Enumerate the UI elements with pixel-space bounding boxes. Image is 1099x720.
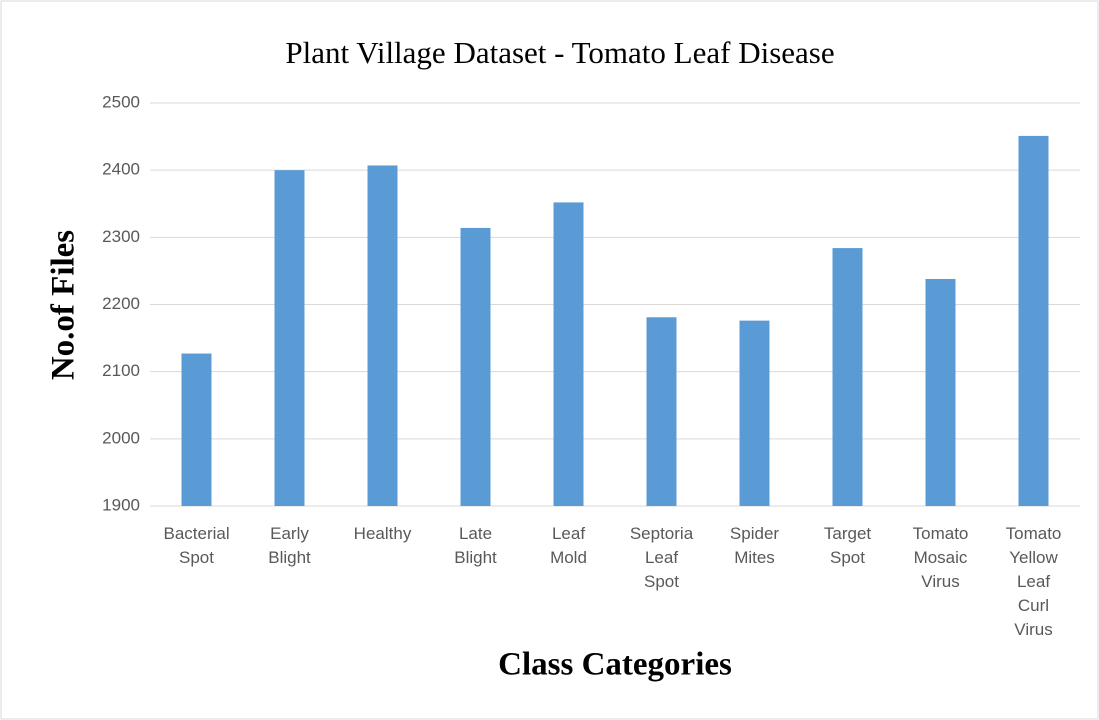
x-tick-label: Late Blight — [454, 524, 497, 567]
y-tick-label: 2500 — [102, 92, 140, 111]
bar — [646, 317, 677, 506]
y-tick-label: 2300 — [102, 227, 140, 246]
bar — [553, 202, 584, 506]
y-tick-label: 2200 — [102, 294, 140, 313]
bar — [460, 227, 491, 506]
x-tick-label: Target Spot — [823, 524, 872, 567]
chart-title: Plant Village Dataset - Tomato Leaf Dise… — [285, 35, 834, 70]
y-axis-title: No.of Files — [46, 230, 82, 380]
bar — [181, 353, 212, 506]
x-tick-label: Early Blight — [268, 524, 311, 567]
bar — [925, 278, 956, 506]
x-tick-label: Healthy — [353, 524, 412, 543]
bar — [832, 248, 863, 506]
bar — [1018, 135, 1049, 506]
bar — [367, 165, 398, 506]
x-tick-label: Spider Mites — [729, 524, 780, 567]
x-tick-label: Tomato Mosaic Virus — [912, 524, 969, 591]
x-tick-label: Tomato Yellow Leaf Curl Virus — [1005, 524, 1062, 639]
y-tick-label: 2400 — [102, 160, 140, 179]
x-tick-label: Leaf Mold — [550, 524, 587, 567]
x-tick-label: Septoria Leaf Spot — [629, 524, 694, 591]
x-tick-label: Bacterial Spot — [163, 524, 230, 567]
bar — [274, 170, 305, 506]
bar — [739, 320, 770, 506]
y-tick-label: 2000 — [102, 428, 140, 447]
y-tick-label: 2100 — [102, 361, 140, 380]
y-tick-label: 1900 — [102, 495, 140, 514]
x-axis-title: Class Categories — [498, 647, 732, 683]
